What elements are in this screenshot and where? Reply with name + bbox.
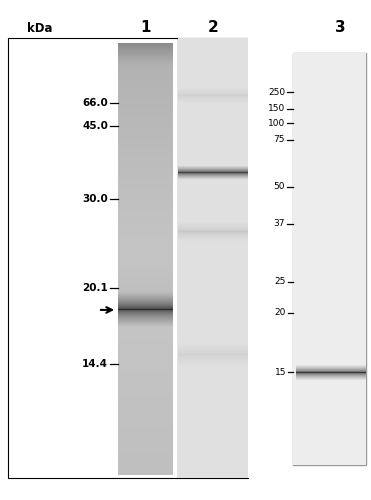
Bar: [293, 53, 366, 465]
Text: 250: 250: [268, 88, 285, 96]
Text: 100: 100: [268, 118, 285, 128]
Text: 75: 75: [273, 135, 285, 144]
Text: 1: 1: [140, 20, 151, 36]
Text: 3: 3: [335, 20, 345, 36]
Text: kDa: kDa: [27, 22, 53, 35]
Text: 15: 15: [275, 368, 286, 377]
Text: 50: 50: [273, 182, 285, 192]
Text: 30.0: 30.0: [82, 194, 108, 203]
Text: 37: 37: [273, 220, 285, 228]
Text: 2: 2: [208, 20, 219, 36]
Text: 150: 150: [268, 104, 285, 113]
Text: 20: 20: [275, 308, 286, 317]
Text: 20.1: 20.1: [82, 283, 108, 293]
Bar: [178, 38, 248, 478]
Text: 14.4: 14.4: [82, 360, 108, 370]
Bar: [248, 38, 371, 478]
Bar: [8, 38, 178, 478]
Text: 25: 25: [275, 277, 286, 286]
Text: 45.0: 45.0: [82, 121, 108, 131]
Text: 66.0: 66.0: [82, 98, 108, 108]
